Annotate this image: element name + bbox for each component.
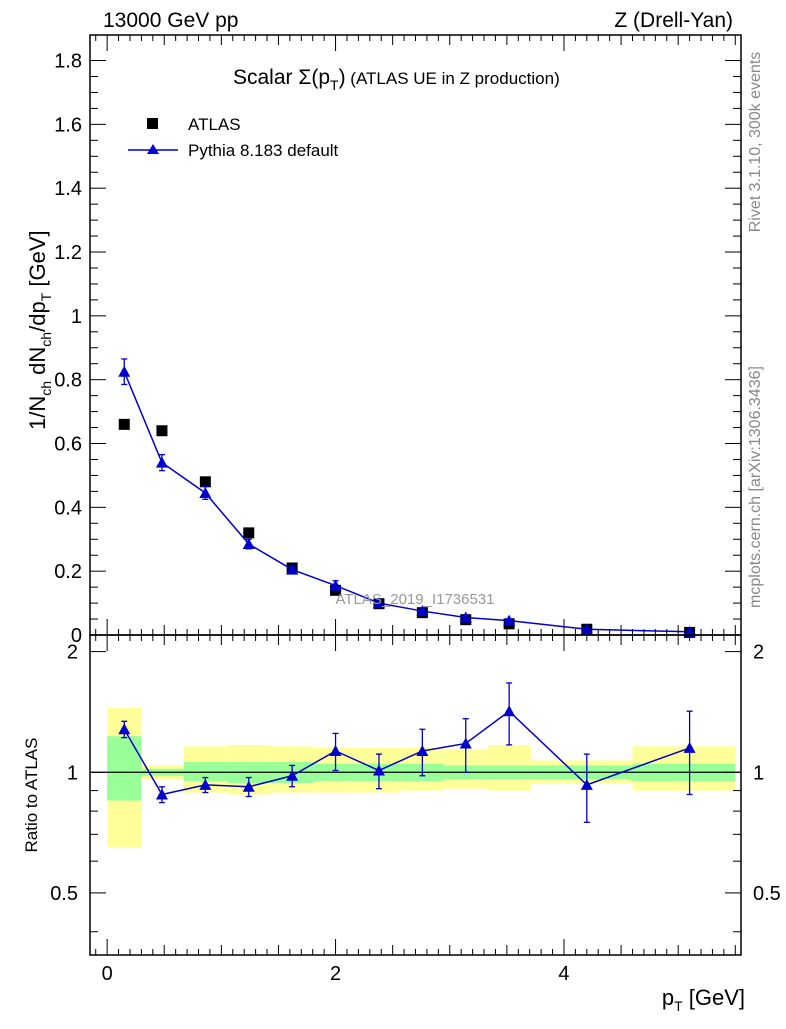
ratio-uncertainty-bands bbox=[107, 707, 736, 848]
analysis-watermark: ATLAS_2019_I1736531 bbox=[335, 591, 494, 608]
ratio-ytick-label: 2 bbox=[67, 642, 78, 664]
legend-mc-marker bbox=[147, 144, 159, 154]
legend-atlas-marker bbox=[147, 118, 158, 129]
mc-point bbox=[683, 625, 696, 637]
atlas-point bbox=[243, 527, 255, 539]
ratio-point bbox=[683, 741, 696, 753]
mc-point bbox=[459, 611, 472, 623]
ratio-ytick-labels: 0.5 0.5 1 1 2 2 bbox=[50, 642, 781, 905]
xlabel-sub: T bbox=[674, 998, 683, 1014]
ratio-ytick-label-right: 0.5 bbox=[753, 883, 781, 905]
mc-point bbox=[155, 456, 168, 468]
ratio-point bbox=[118, 723, 131, 735]
ratio-point bbox=[416, 744, 429, 756]
ratio-xtick-labels: 0 2 4 bbox=[102, 963, 570, 985]
ylabel-part-4: /dp bbox=[25, 301, 50, 332]
ratio-ytick-label: 0.5 bbox=[50, 883, 78, 905]
main-title-text: Scalar Σ(p bbox=[233, 66, 330, 89]
main-ylabel: 1/Nch dNch/dpT [GeV] bbox=[25, 230, 54, 430]
atlas-point bbox=[156, 425, 168, 437]
band-inner bbox=[183, 762, 228, 782]
mc-line bbox=[123, 371, 690, 633]
mc-point bbox=[329, 579, 342, 591]
main-ticks bbox=[90, 35, 741, 636]
ratio-point bbox=[155, 788, 168, 800]
atlas-point bbox=[118, 418, 130, 430]
main-title-small: (ATLAS UE in Z production) bbox=[346, 69, 560, 88]
main-ytick-labels: 0 0.2 0.4 0.6 0.8 1 1.2 1.4 1.6 1.8 bbox=[54, 51, 82, 647]
main-series bbox=[118, 358, 696, 638]
ratio-point bbox=[286, 769, 299, 781]
ratio-ytick-label-right: 1 bbox=[753, 762, 764, 784]
ratio-ytick-label-right: 2 bbox=[753, 642, 764, 664]
ylabel-part-5: T bbox=[38, 292, 54, 301]
mc-point bbox=[242, 538, 255, 550]
ratio-point bbox=[459, 737, 472, 749]
main-title: Scalar Σ(pT) (ATLAS UE in Z production) bbox=[233, 66, 560, 93]
ratio-ytick-label: 1 bbox=[67, 762, 78, 784]
mc-point bbox=[416, 605, 429, 617]
xlabel-main: p bbox=[662, 985, 674, 1010]
ratio-xtick-label: 2 bbox=[330, 963, 341, 985]
ratio-point bbox=[580, 778, 593, 790]
band-inner bbox=[107, 736, 142, 801]
header-right: Z (Drell-Yan) bbox=[614, 9, 733, 32]
mc-point bbox=[118, 365, 131, 377]
ratio-series bbox=[118, 682, 696, 823]
atlas-point bbox=[199, 476, 211, 488]
ratio-panel: 0.5 0.5 1 1 2 2 0 2 4 Ratio to ATLAS pT [GeV] bbox=[22, 634, 781, 1014]
ylabel-part-1: ch bbox=[38, 381, 54, 396]
ratio-ylabel: Ratio to ATLAS bbox=[22, 738, 41, 853]
ylabel-part-0: 1/N bbox=[25, 396, 50, 430]
main-panel: 0 0.2 0.4 0.6 0.8 1 1.2 1.4 1.6 1.8 Scalar Σ(pT) … bbox=[25, 34, 742, 647]
ratio-frame bbox=[89, 634, 742, 956]
ratio-xlabel: pT [GeV] bbox=[662, 985, 745, 1014]
ratio-xtick-label: 4 bbox=[558, 963, 569, 985]
ratio-point bbox=[372, 764, 385, 776]
main-ytick-label: 0.4 bbox=[54, 497, 82, 519]
ratio-line bbox=[123, 710, 690, 796]
main-ytick-label: 1 bbox=[71, 306, 82, 328]
ratio-point bbox=[242, 780, 255, 792]
main-title-sub: T bbox=[330, 77, 339, 93]
legend: ATLAS Pythia 8.183 default bbox=[128, 115, 339, 160]
ratio-ticks bbox=[90, 635, 741, 955]
main-ytick-label: 0.2 bbox=[54, 561, 82, 583]
mc-point bbox=[372, 597, 385, 609]
xlabel-unit: [GeV] bbox=[683, 985, 745, 1010]
main-ytick-label: 0.6 bbox=[54, 434, 82, 456]
main-ytick-label: 1.6 bbox=[54, 114, 82, 136]
header-left: 13000 GeV pp bbox=[103, 9, 238, 32]
main-ytick-label: 1.4 bbox=[54, 178, 82, 200]
legend-atlas-label: ATLAS bbox=[188, 115, 241, 134]
mc-point bbox=[199, 486, 212, 498]
main-title-close: ) bbox=[339, 66, 346, 89]
mc-point bbox=[286, 563, 299, 575]
ratio-xtick-label: 0 bbox=[102, 963, 113, 985]
ylabel-part-3: ch bbox=[38, 332, 54, 347]
ratio-point bbox=[329, 744, 342, 756]
mcplots-label: mcplots.cern.ch [arXiv:1306.3436] bbox=[747, 366, 764, 608]
main-ytick-label: 1.2 bbox=[54, 242, 82, 264]
rivet-label: Rivet 3.1.10, 300k events bbox=[747, 52, 764, 233]
ratio-point bbox=[503, 705, 516, 717]
mc-point bbox=[580, 623, 593, 635]
ratio-point bbox=[199, 778, 212, 790]
main-ytick-label: 1.8 bbox=[54, 51, 82, 73]
ylabel-part-2: dN bbox=[25, 347, 50, 381]
main-ytick-label: 0.8 bbox=[54, 370, 82, 392]
mc-point bbox=[503, 614, 516, 626]
ylabel-part-6: [GeV] bbox=[25, 230, 50, 292]
legend-mc-label: Pythia 8.183 default bbox=[188, 141, 339, 160]
main-ytick-label: 0 bbox=[71, 625, 82, 647]
